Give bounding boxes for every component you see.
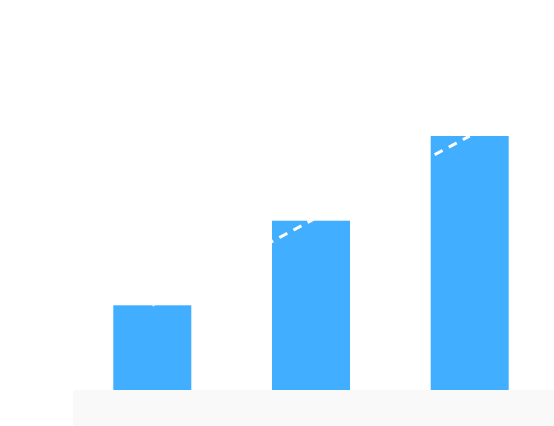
- bars-group: [113, 136, 509, 390]
- chart-floor: [73, 390, 554, 426]
- bar-2: [272, 220, 350, 390]
- bar-1: [113, 305, 192, 390]
- trend-line: [151, 136, 471, 307]
- trend-group: [151, 136, 471, 307]
- bar-3: [430, 136, 509, 390]
